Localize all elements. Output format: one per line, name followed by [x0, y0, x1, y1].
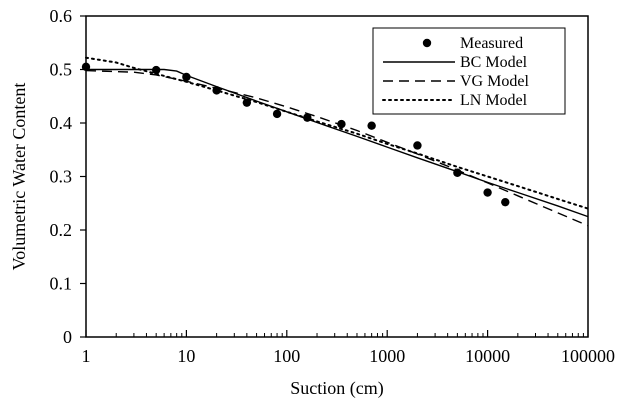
x-tick-label: 100000 — [561, 346, 615, 366]
measured-point — [453, 168, 462, 177]
measured-point — [151, 65, 161, 75]
x-tick-label: 1 — [82, 346, 91, 366]
x-tick-label: 100 — [273, 346, 300, 366]
measured-point — [303, 113, 312, 122]
measured-point — [337, 119, 346, 129]
vg-model-line — [85, 69, 589, 227]
measured-point — [413, 141, 422, 150]
bc-model-line — [86, 68, 589, 218]
measured-point — [483, 188, 492, 197]
measured-points — [81, 62, 510, 207]
measured-point — [242, 98, 252, 107]
x-axis: 1 10 100 1000 10000 100000 — [82, 330, 615, 366]
y-tick-label: 0.5 — [50, 60, 73, 80]
legend: Measured BC Model VG Model LN Model — [372, 27, 566, 115]
legend-label-bc-model: BC Model — [460, 54, 528, 71]
measured-point — [272, 109, 282, 119]
measured-point — [212, 86, 221, 95]
measured-point — [182, 72, 191, 82]
y-tick-label: 0.2 — [50, 220, 73, 240]
y-tick-label: 0 — [63, 327, 72, 347]
y-tick-label: 0.1 — [50, 274, 73, 294]
measured-point — [367, 121, 376, 130]
y-axis: 0 0.1 0.2 0.3 0.4 0.5 0.6 — [50, 6, 86, 347]
legend-label-measured: Measured — [460, 35, 523, 52]
legend-box — [372, 27, 566, 115]
x-tick-label: 1000 — [369, 346, 405, 366]
x-tick-label: 10 — [177, 346, 195, 366]
y-tick-label: 0.3 — [50, 167, 73, 187]
measured-point — [501, 197, 510, 207]
x-axis-title: Suction (cm) — [290, 378, 383, 399]
legend-label-ln-model: LN Model — [460, 92, 528, 109]
legend-label-vg-model: VG Model — [460, 73, 529, 90]
y-axis-title: Volumetric Water Content — [9, 83, 29, 271]
x-tick-label: 10000 — [465, 346, 510, 366]
legend-marker-measured — [422, 38, 432, 48]
y-tick-label: 0.6 — [50, 6, 73, 26]
y-tick-label: 0.4 — [50, 113, 73, 133]
ln-model-line — [85, 56, 589, 210]
series-lines — [85, 56, 589, 227]
